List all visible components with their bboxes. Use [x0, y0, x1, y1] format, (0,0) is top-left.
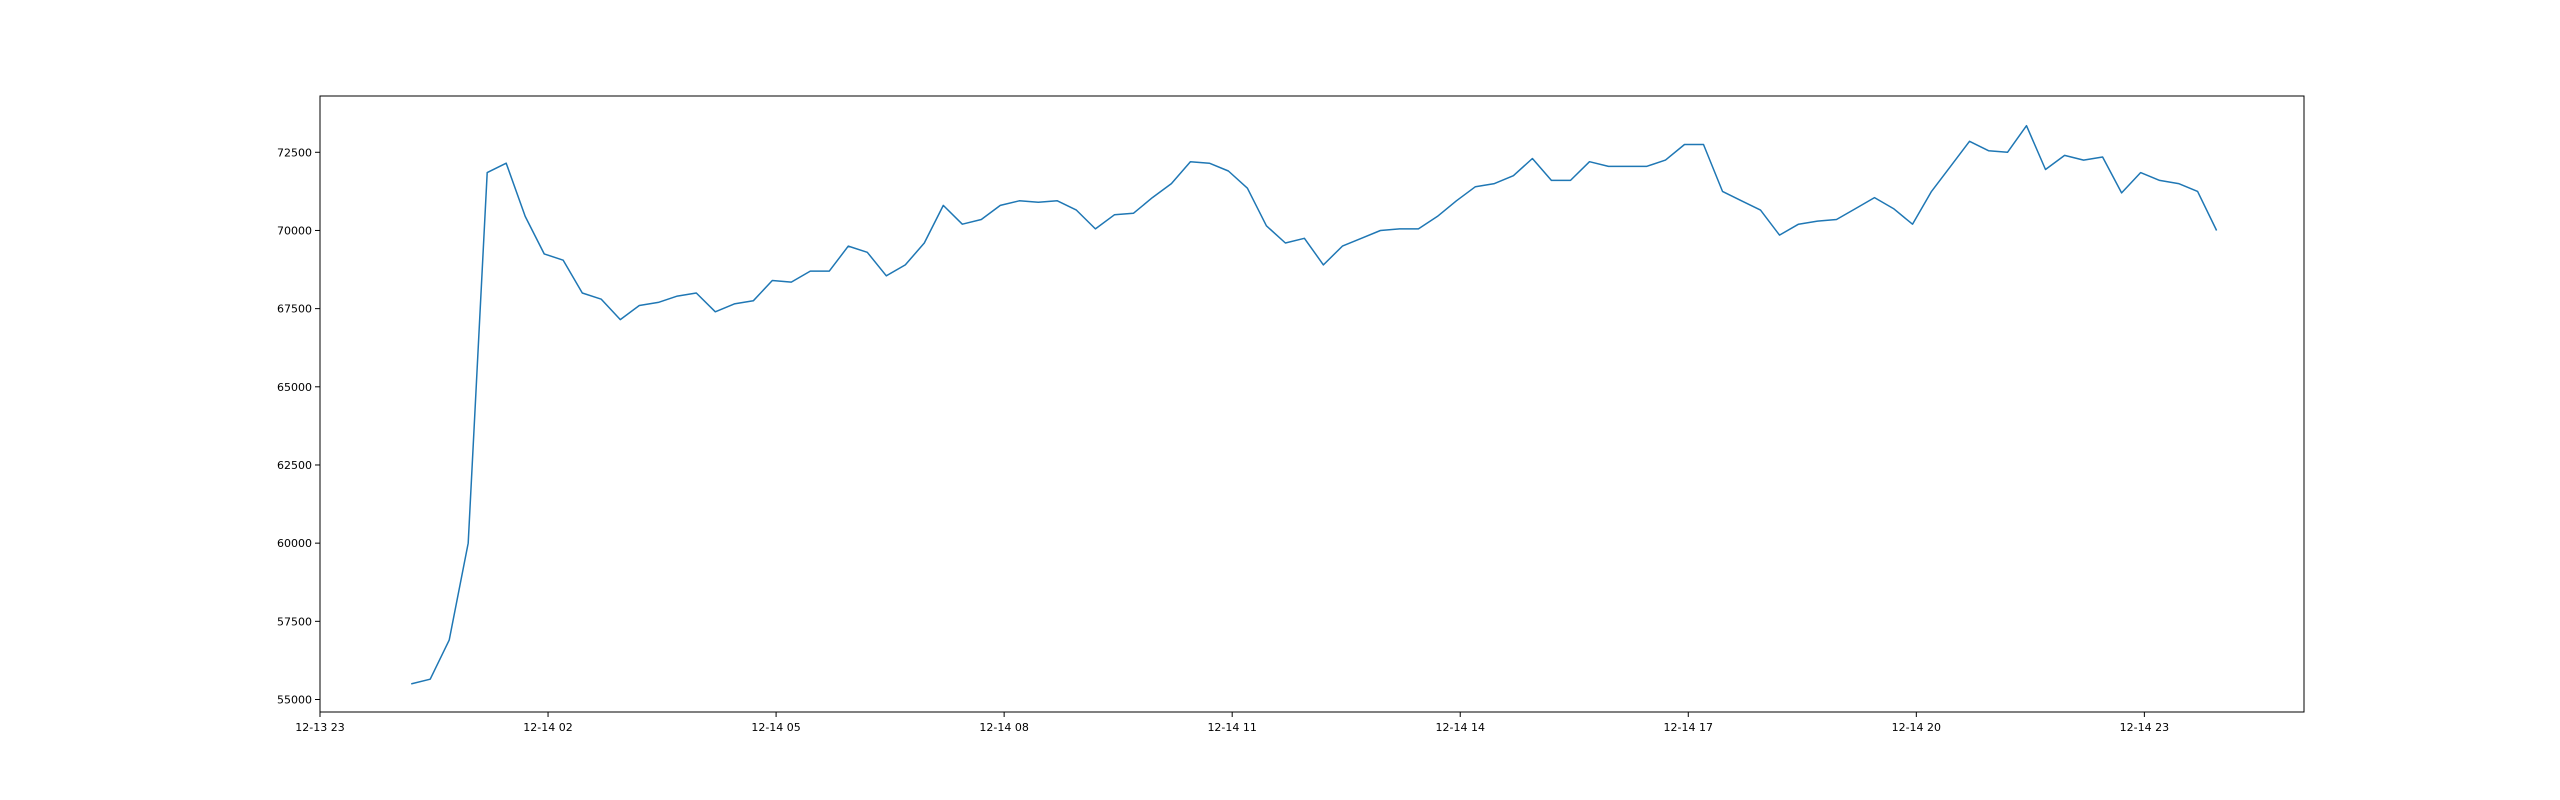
y-tick-label: 55000 — [277, 693, 312, 706]
x-tick-label: 12-14 02 — [523, 721, 572, 734]
y-axis-ticks: 55000 57500 60000 62500 65000 67500 70000 72500 — [277, 146, 320, 706]
plot-area — [320, 96, 2304, 712]
x-tick-label: 12-14 08 — [979, 721, 1028, 734]
x-tick-label: 12-14 11 — [1207, 721, 1256, 734]
y-tick-label: 70000 — [277, 224, 312, 237]
y-tick-label: 65000 — [277, 381, 312, 394]
y-tick-label: 67500 — [277, 303, 312, 316]
y-tick-label: 62500 — [277, 459, 312, 472]
x-tick-label: 12-14 23 — [2120, 721, 2169, 734]
x-axis-ticks: 12-13 23 12-14 02 12-14 05 12-14 08 12-14 11… — [295, 712, 2169, 734]
y-tick-label: 72500 — [277, 146, 312, 159]
x-tick-label: 12-14 17 — [1664, 721, 1713, 734]
y-tick-label: 60000 — [277, 537, 312, 550]
y-tick-label: 57500 — [277, 615, 312, 628]
series-layer — [411, 124, 2218, 685]
plot-frame — [319, 95, 2305, 713]
x-tick-label: 12-14 14 — [1435, 721, 1484, 734]
x-tick-label: 12-13 23 — [295, 721, 344, 734]
series-line — [411, 124, 2218, 685]
x-tick-label: 12-14 05 — [751, 721, 800, 734]
x-tick-label: 12-14 20 — [1892, 721, 1941, 734]
